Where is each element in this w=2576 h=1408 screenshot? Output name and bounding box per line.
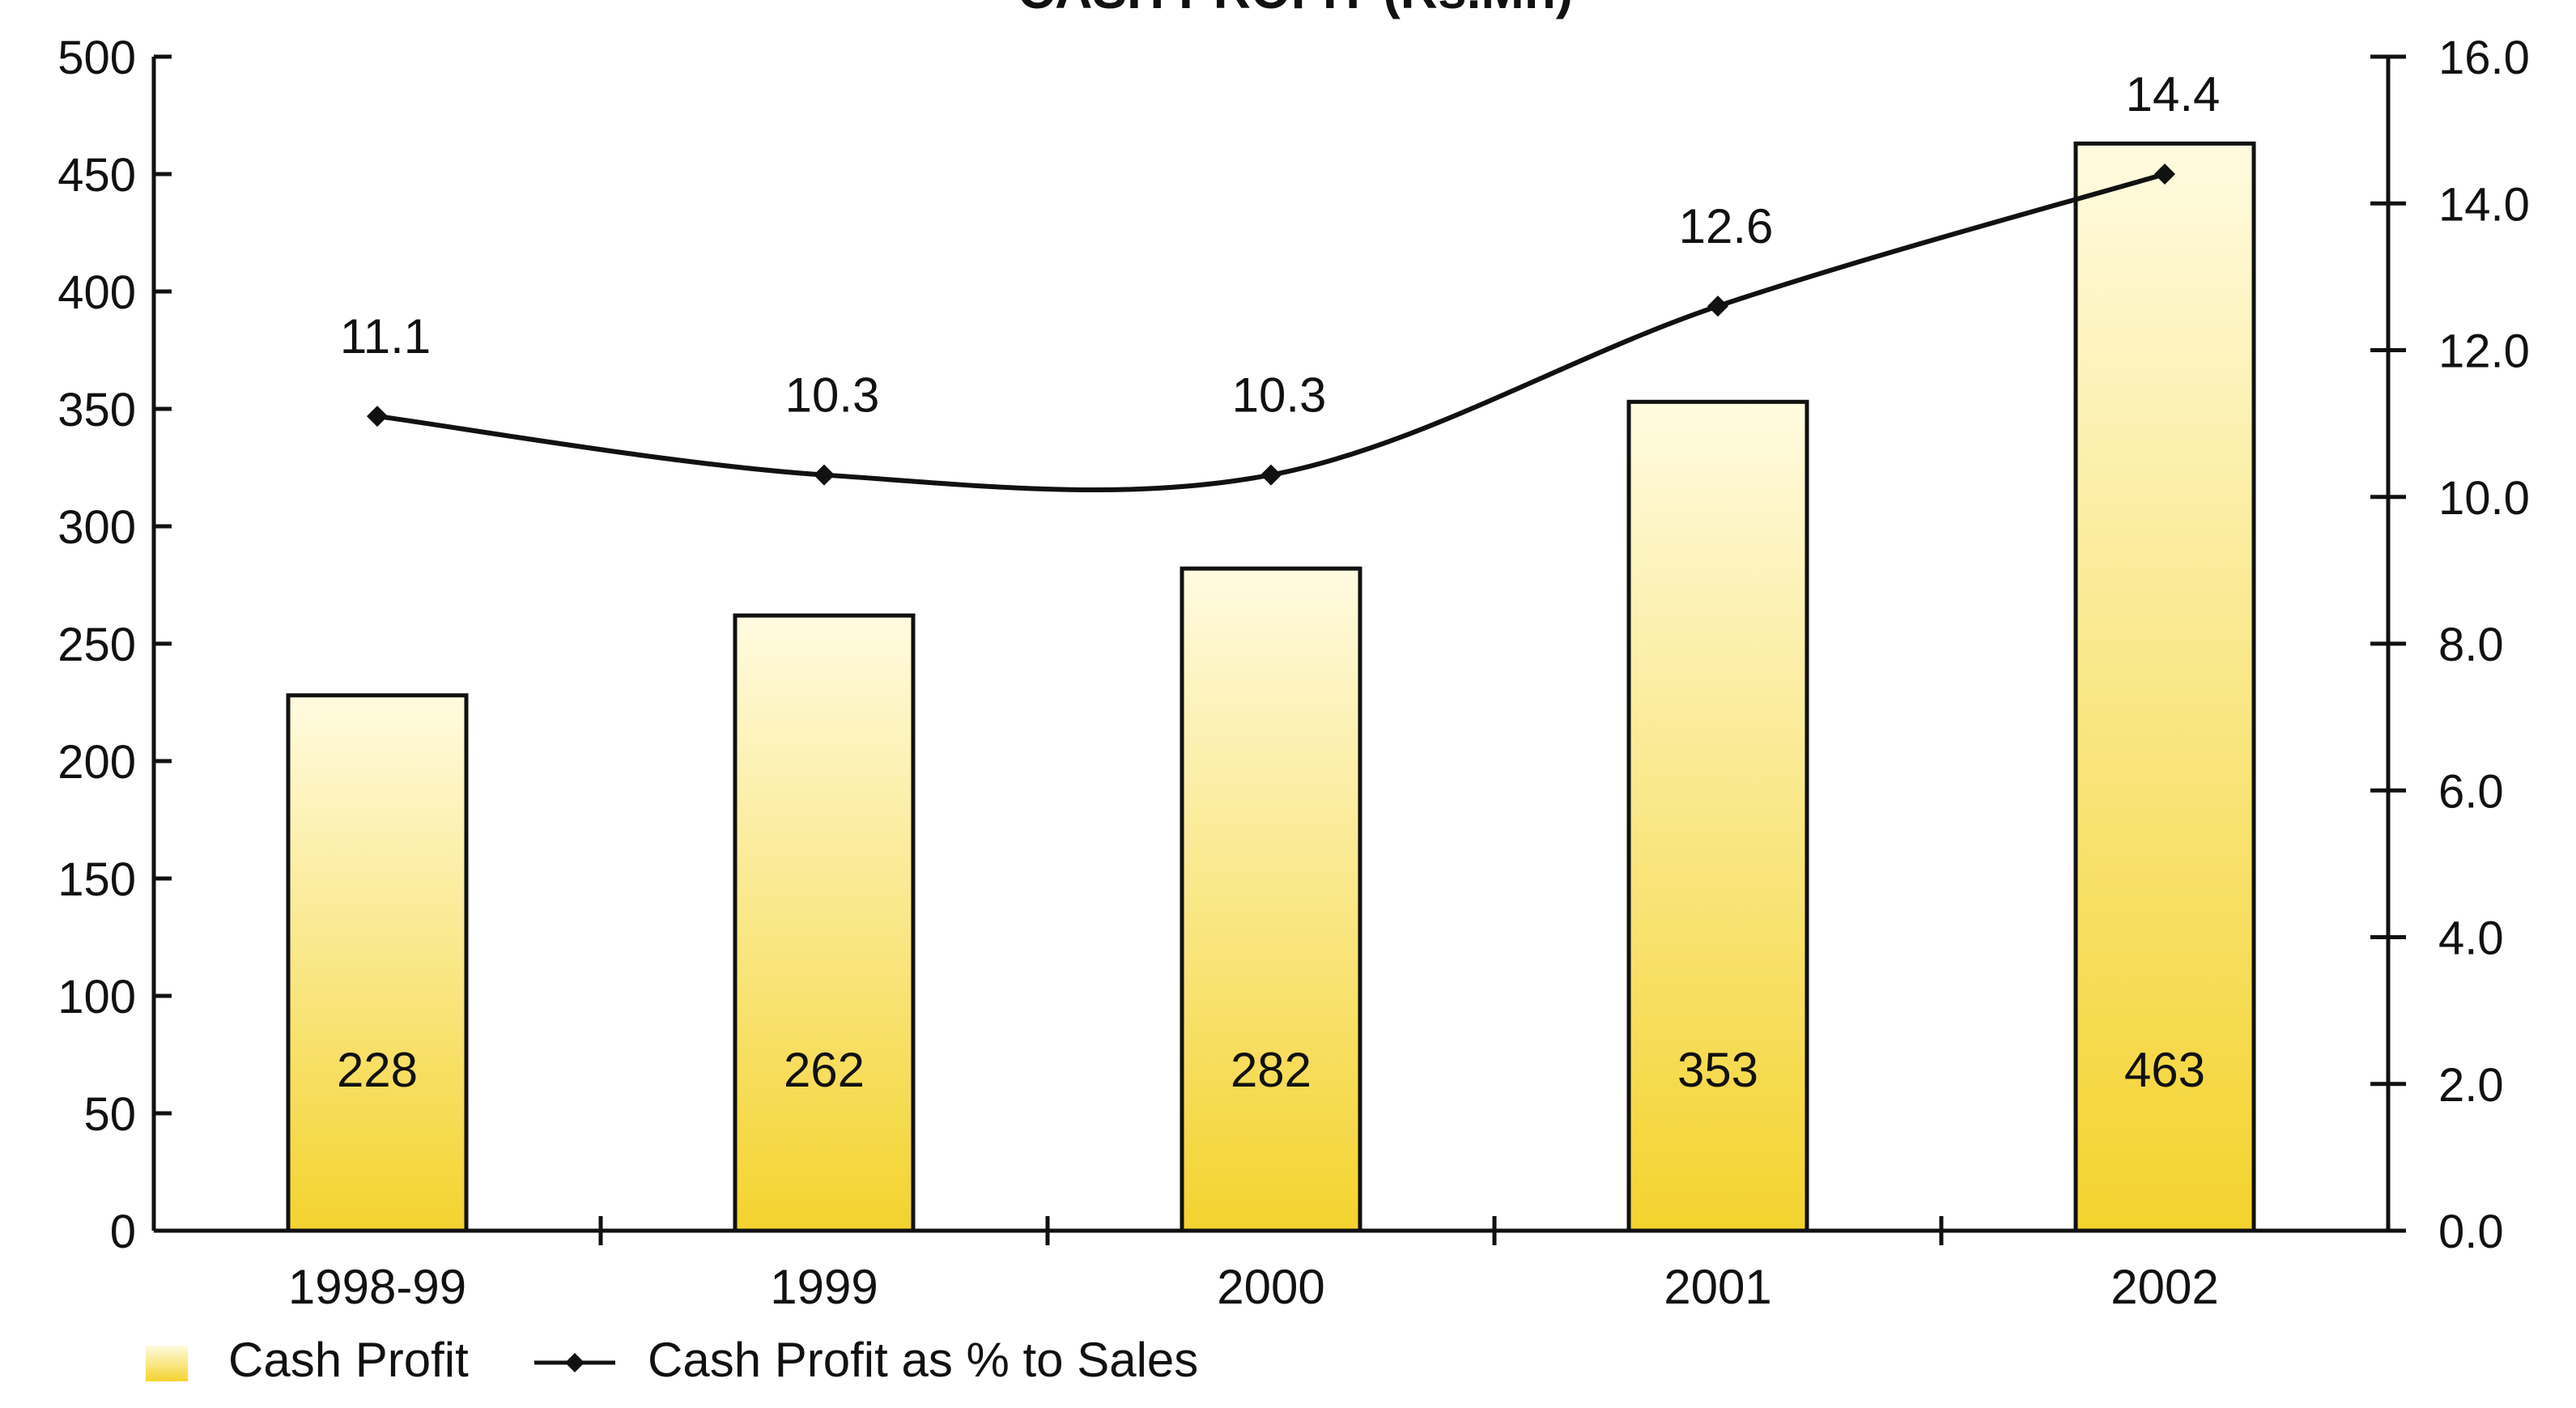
y-right-tick-label: 8.0	[2438, 619, 2504, 671]
bar-value-label: 228	[337, 1043, 418, 1097]
labels-layer: 228 262 282 353 463 0 50 100 150 200 250 300 350 400 4…	[57, 32, 2530, 1314]
bar-2002	[2073, 141, 2256, 1233]
bar-1999	[733, 613, 916, 1233]
line-value-label: 12.6	[1679, 199, 1774, 253]
bars-layer	[286, 141, 2256, 1233]
axes-layer	[151, 54, 2406, 1245]
legend-swatch-cash-profit	[146, 1346, 188, 1381]
y-left-tick-label: 350	[57, 384, 136, 436]
line-point-1998-99	[367, 406, 388, 428]
y-left-tick-label: 50	[83, 1088, 136, 1141]
chart-title: CASH PROFIT (Rs.Mn)	[1018, 0, 1573, 19]
y-left-tick-label: 0	[110, 1206, 136, 1258]
y-right-tick-label: 6.0	[2438, 765, 2504, 818]
y-left-tick-label: 250	[57, 619, 136, 671]
legend: Cash Profit Cash Profit as % to Sales	[146, 1333, 1198, 1387]
x-tick-label: 2002	[2111, 1260, 2218, 1314]
bar-value-label: 282	[1231, 1043, 1311, 1097]
y-left-tick-label: 300	[57, 501, 136, 554]
y-right-tick-label: 4.0	[2438, 912, 2504, 965]
line-point-2000	[1260, 464, 1282, 486]
y-left-tick-label: 450	[57, 149, 136, 202]
line-point-2001	[1707, 296, 1728, 317]
y-right-tick-label: 10.0	[2438, 472, 2530, 525]
bar-value-label: 262	[784, 1043, 865, 1097]
y-right-tick-label: 0.0	[2438, 1206, 2504, 1258]
line-value-label: 10.3	[1232, 368, 1327, 423]
bar-2001	[1626, 399, 1809, 1233]
bar-value-label: 353	[1677, 1043, 1758, 1097]
bar-value-label: 463	[2124, 1043, 2205, 1097]
legend-label-cash-profit: Cash Profit	[228, 1333, 469, 1387]
y-right-tick-label: 16.0	[2438, 32, 2530, 84]
bar-2000	[1180, 566, 1362, 1233]
y-right-tick-label: 2.0	[2438, 1059, 2504, 1112]
x-tick-label: 1998-99	[288, 1260, 466, 1314]
y-right-tick-label: 12.0	[2438, 325, 2530, 378]
line-value-label: 14.4	[2126, 67, 2221, 121]
line-value-label: 10.3	[785, 368, 880, 423]
line-point-2002	[2154, 164, 2175, 185]
bar-1998-99	[286, 693, 469, 1233]
legend-label-cash-profit-pct: Cash Profit as % to Sales	[648, 1333, 1198, 1387]
x-tick-label: 2001	[1664, 1260, 1771, 1314]
y-left-tick-label: 150	[57, 853, 136, 906]
y-left-tick-label: 200	[57, 736, 136, 789]
x-tick-label: 1999	[770, 1260, 878, 1314]
line-series-cash-profit-pct	[376, 172, 2166, 493]
legend-marker	[565, 1353, 584, 1372]
y-left-tick-label: 500	[57, 32, 136, 84]
line-point-1999	[814, 464, 835, 486]
y-right-tick-label: 14.0	[2438, 178, 2530, 231]
y-left-tick-label: 100	[57, 971, 136, 1023]
x-tick-label: 2000	[1217, 1260, 1324, 1314]
line-layer	[367, 164, 2175, 493]
line-value-label: 11.1	[340, 309, 431, 364]
y-left-tick-label: 400	[57, 266, 136, 319]
